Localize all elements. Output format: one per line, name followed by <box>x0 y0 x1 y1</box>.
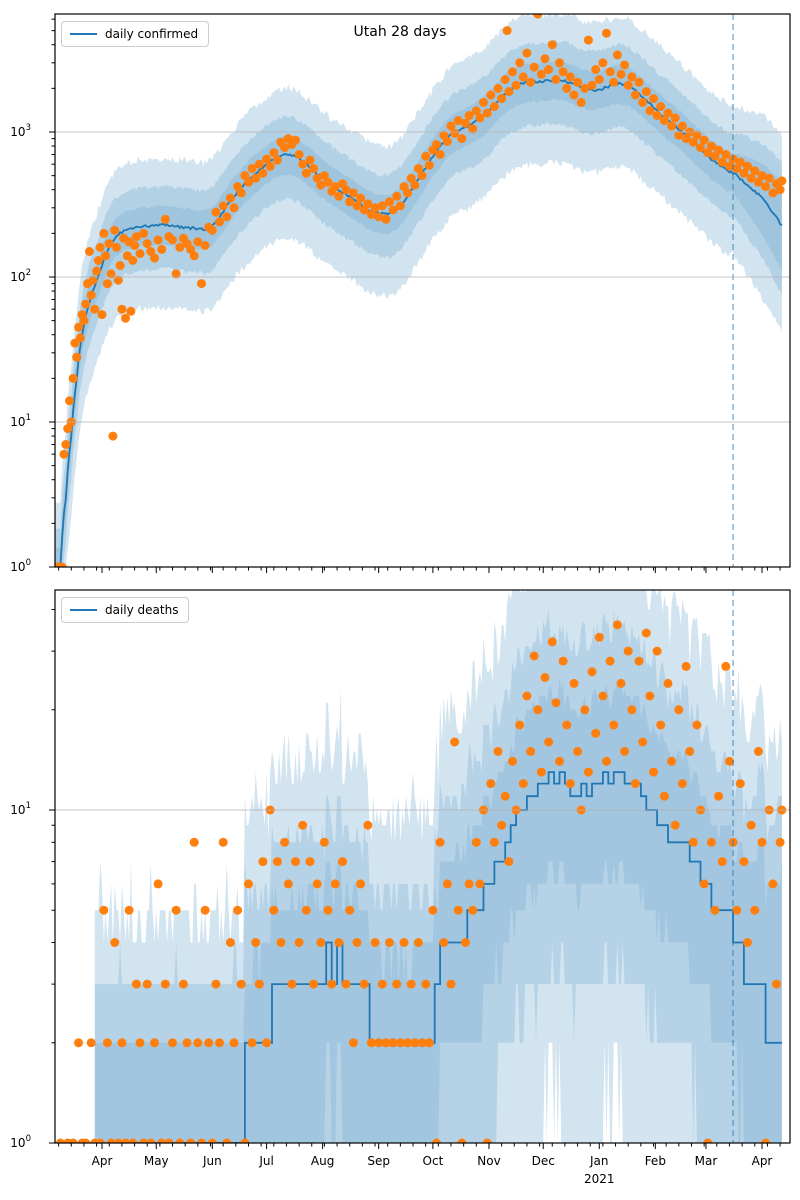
x-tick-label-jun: Jun <box>202 1154 222 1168</box>
daily-deaths-axes-frame <box>54 589 791 1144</box>
daily-deaths-x-ticks <box>58 1143 781 1149</box>
legend-line-icon <box>70 33 97 35</box>
x-tick-label-jan: Jan <box>589 1154 609 1168</box>
y-tick-label: 102 <box>10 268 31 284</box>
daily-confirmed-band-outer <box>55 14 782 567</box>
legend-daily-confirmed-label: daily confirmed <box>105 27 199 41</box>
x-tick-label-may: May <box>144 1154 169 1168</box>
x-tick-label-apr: Apr <box>92 1154 113 1168</box>
legend-daily-deaths-label: daily deaths <box>105 603 179 617</box>
daily-confirmed-x-ticks <box>58 567 781 573</box>
x-tick-label-aug: Aug <box>311 1154 334 1168</box>
daily-deaths-band-outer <box>94 590 782 1143</box>
x-tick-label-mar: Mar <box>695 1154 718 1168</box>
y-tick-label: 101 <box>10 801 31 817</box>
daily-confirmed-band-mid <box>55 39 782 567</box>
x-tick-label-oct: Oct <box>423 1154 444 1168</box>
daily-deaths-plot <box>55 590 787 1143</box>
x-tick-label-apr: Apr <box>752 1154 773 1168</box>
y-tick-label: 100 <box>10 1134 31 1150</box>
legend-daily-deaths: daily deaths <box>61 597 190 623</box>
daily-confirmed-scatter <box>55 14 787 567</box>
legend-line-icon <box>70 609 97 611</box>
daily-confirmed-plot <box>55 14 787 567</box>
daily-confirmed-axes-frame <box>54 13 791 568</box>
daily-deaths-y-ticks <box>49 609 55 1144</box>
x-tick-label-sep: Sep <box>367 1154 390 1168</box>
y-tick-label: 100 <box>10 558 31 574</box>
x-axis-year-label: 2021 <box>584 1172 615 1186</box>
x-tick-label-nov: Nov <box>477 1154 500 1168</box>
chart-title: Utah 28 days <box>353 24 447 40</box>
x-tick-label-jul: Jul <box>258 1154 273 1168</box>
daily-deaths-band-inner <box>94 677 782 1143</box>
y-tick-label: 101 <box>10 413 31 429</box>
daily-deaths-scatter <box>55 620 787 1143</box>
x-tick-label-dec: Dec <box>532 1154 555 1168</box>
daily-deaths-band-mid <box>94 609 782 1143</box>
x-tick-label-feb: Feb <box>645 1154 666 1168</box>
daily-confirmed-y-ticks <box>49 18 55 568</box>
legend-daily-confirmed: daily confirmed <box>61 21 210 47</box>
y-tick-label: 103 <box>10 123 31 139</box>
